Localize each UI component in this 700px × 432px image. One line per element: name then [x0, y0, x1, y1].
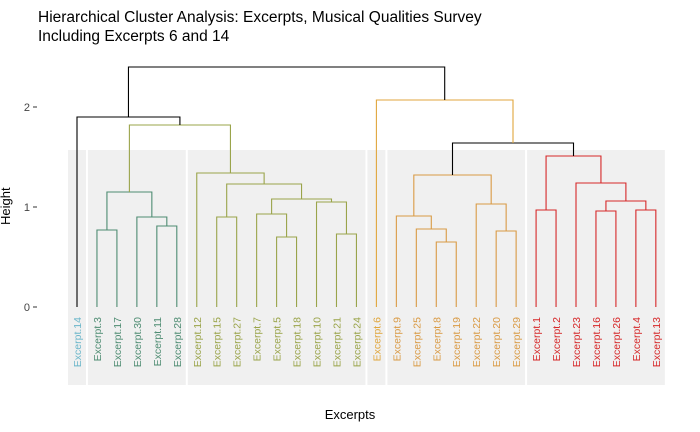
leaf-label: Excerpt.9: [391, 317, 403, 362]
y-tick-label: 2: [24, 102, 30, 114]
leaf-label: Excerpt.29: [511, 317, 523, 367]
leaf-label: Excerpt.1: [531, 317, 543, 362]
leaf-label: Excerpt.10: [312, 317, 324, 367]
y-tick-label: 1: [24, 202, 30, 214]
dendrogram-link-29: [127, 66, 446, 117]
leaf-label: Excerpt.26: [611, 317, 623, 367]
leaf-label: Excerpt.13: [651, 317, 663, 367]
leaf-label: Excerpt.2: [551, 317, 563, 362]
leaf-label: Excerpt.12: [192, 317, 204, 367]
leaf-label: Excerpt.17: [112, 317, 124, 367]
chart-title: Hierarchical Cluster Analysis: Excerpts,…: [38, 8, 482, 46]
leaf-label: Excerpt.20: [491, 317, 503, 367]
leaf-label: Excerpt.8: [431, 317, 443, 362]
leaf-label: Excerpt.14: [72, 317, 84, 367]
leaf-label: Excerpt.27: [232, 317, 244, 367]
leaf-label: Excerpt.28: [172, 317, 184, 367]
leaf-label: Excerpt.22: [471, 317, 483, 367]
leaf-label: Excerpt.23: [571, 317, 583, 367]
leaf-label: Excerpt.7: [252, 317, 264, 362]
leaf-label: Excerpt.6: [371, 317, 383, 362]
chart-title-line-1: Hierarchical Cluster Analysis: Excerpts,…: [38, 9, 482, 26]
leaf-label: Excerpt.4: [631, 317, 643, 362]
leaf-label: Excerpt.30: [132, 317, 144, 367]
leaf-label: Excerpt.16: [591, 317, 603, 367]
leaf-label: Excerpt.21: [331, 317, 343, 367]
leaf-label: Excerpt.25: [411, 317, 423, 367]
leaf-label: Excerpt.5: [272, 317, 284, 362]
chart-title-line-2: Including Excerpts 6 and 14: [38, 28, 230, 45]
leaf-label: Excerpt.19: [451, 317, 463, 367]
leaf-label: Excerpt.3: [92, 317, 104, 362]
leaf-label: Excerpt.18: [292, 317, 304, 367]
x-axis-label: Excerpts: [324, 407, 376, 422]
leaf-label: Excerpt.11: [152, 317, 164, 367]
leaf-label: Excerpt.24: [351, 317, 363, 367]
leaf-label: Excerpt.15: [212, 317, 224, 367]
y-tick-label: 0: [24, 302, 30, 314]
